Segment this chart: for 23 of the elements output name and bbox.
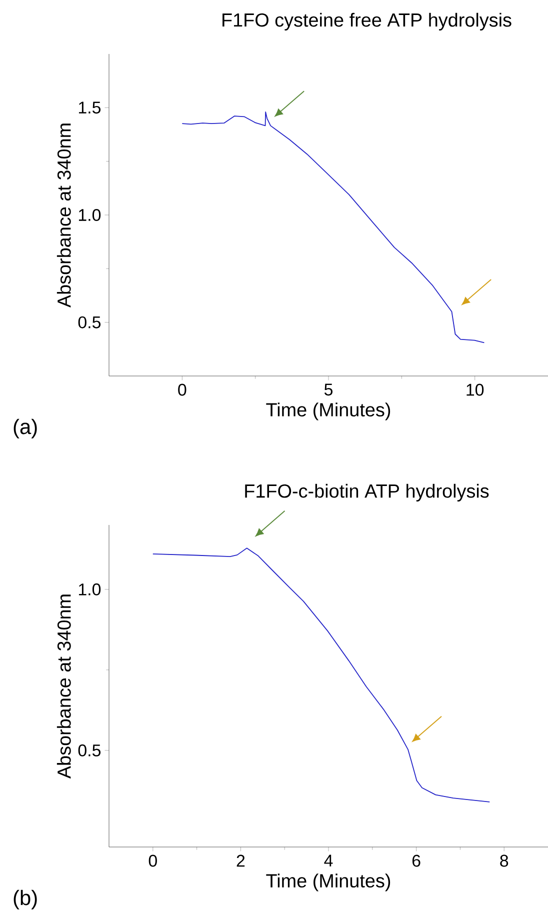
y-tick-label: 0.5 xyxy=(78,316,100,328)
y-tick-label: 1.5 xyxy=(78,102,100,114)
line-series xyxy=(152,548,490,802)
x-tick-label: 0 xyxy=(148,854,157,867)
text: (a) xyxy=(14,418,37,438)
x-tick-label: 5 xyxy=(324,384,332,396)
x-tick-label: 4 xyxy=(324,854,333,866)
y-axis-title: Absorbance at 340nm xyxy=(56,594,71,779)
y-tick-label: 1.0 xyxy=(78,208,100,221)
x-axis-title: Time (Minutes) xyxy=(266,874,390,892)
x-axis-title: Time (Minutes) xyxy=(266,402,390,420)
line-series xyxy=(182,111,485,344)
chart-title: F1FO cysteine free ATP hydrolysis xyxy=(222,12,512,30)
y-tick-label: 0.5 xyxy=(78,744,100,756)
x-tick-label: 2 xyxy=(236,854,244,867)
y-axis-title: Absorbance at 340nm xyxy=(56,124,71,308)
x-tick-label: 6 xyxy=(412,854,420,867)
text: (b) xyxy=(14,890,37,910)
x-tick-label: 10 xyxy=(466,384,484,396)
x-tick-label: 0 xyxy=(178,384,186,396)
x-tick-label: 8 xyxy=(500,854,508,867)
chart-title: F1FO-c-biotin ATP hydrolysis xyxy=(245,484,489,502)
y-tick-label: 1.0 xyxy=(78,583,100,596)
